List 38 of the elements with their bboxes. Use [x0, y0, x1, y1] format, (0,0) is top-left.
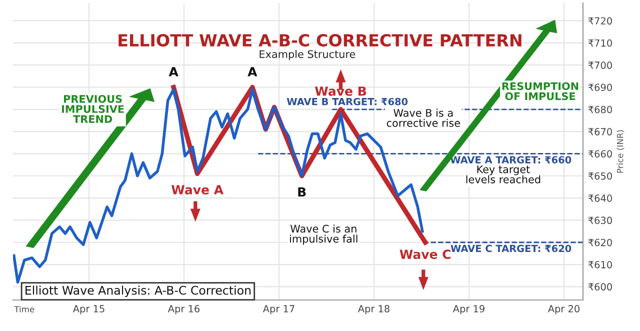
- annotation: PREVIOUS IMPULSIVE TREND: [62, 94, 124, 123]
- annotation: Elliott Wave Analysis: A-B-C Correction: [26, 286, 251, 298]
- annotation: RESUMPTION OF IMPULSE: [502, 82, 578, 100]
- x-tick-label: Apr 20: [548, 305, 580, 314]
- y-tick-label: ₹600: [588, 283, 612, 291]
- x-tick-label: Apr 15: [72, 305, 104, 314]
- annotation: A: [168, 67, 178, 76]
- text: Example Structure: [260, 50, 356, 60]
- ref-line-label: WAVE B TARGET: ₹680: [286, 98, 408, 106]
- x-axis-title: Time: [14, 306, 34, 312]
- x-tick-label: Apr 16: [168, 305, 200, 314]
- y-tick-label: ₹700: [588, 62, 612, 69]
- y-tick-label: ₹610: [588, 261, 612, 268]
- y-axis-title: Price (INR): [616, 130, 624, 173]
- annotation: A: [248, 67, 258, 76]
- y-tick-label: ₹620: [588, 238, 612, 246]
- annotation: Wave B is a corrective rise: [386, 108, 460, 127]
- annotation: Key target levels reached: [466, 166, 540, 184]
- annotation: Wave A: [171, 185, 224, 194]
- x-tick-label: Apr 17: [262, 305, 294, 314]
- x-tick-label: Apr 18: [358, 305, 390, 314]
- y-tick-label: ₹650: [588, 172, 612, 180]
- annotation: Wave C is an impulsive fall: [290, 224, 358, 245]
- y-tick-label: ₹720: [588, 17, 612, 25]
- y-tick-label: ₹640: [588, 194, 612, 202]
- y-tick-label: ₹670: [588, 128, 612, 136]
- annotation: Wave B: [314, 86, 366, 96]
- y-tick-label: ₹630: [588, 216, 612, 224]
- y-tick-label: ₹710: [588, 39, 612, 47]
- y-tick-label: ₹660: [588, 150, 612, 158]
- y-tick-label: ₹680: [588, 106, 612, 114]
- x-tick-label: Apr 19: [452, 305, 484, 314]
- y-tick-label: ₹690: [588, 84, 612, 92]
- ref-line-label: WAVE A TARGET: ₹660: [450, 156, 572, 164]
- text: ELLIOTT WAVE A-B-C CORRECTIVE PATTERN: [118, 34, 522, 47]
- annotation: Wave C: [400, 250, 450, 259]
- annotation: B: [298, 187, 306, 196]
- ref-line-label: WAVE C TARGET: ₹620: [450, 244, 572, 252]
